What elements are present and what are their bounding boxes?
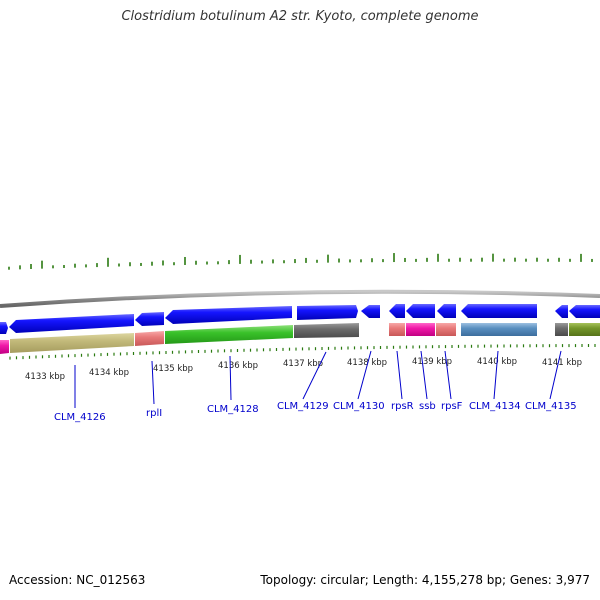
gene-label-clm-4135[interactable]: CLM_4135 xyxy=(525,401,577,412)
kbp-scale: 4133 kbp 4134 kbp 4135 kbp 4136 kbp 4137… xyxy=(25,357,582,382)
kbp-label: 4134 kbp xyxy=(89,368,129,378)
leader-line xyxy=(302,351,327,400)
leader-line xyxy=(444,350,452,400)
gene-label-leaders xyxy=(74,350,562,408)
kbp-label: 4138 kbp xyxy=(347,358,387,368)
gene-arrow[interactable] xyxy=(389,304,405,318)
gene-block[interactable] xyxy=(10,333,134,353)
leader-line xyxy=(493,350,499,400)
leader-line xyxy=(151,360,155,405)
accession-label: Accession: NC_012563 xyxy=(9,573,146,587)
gc-content-track xyxy=(8,253,593,270)
gene-block[interactable] xyxy=(389,323,405,336)
kbp-label: 4139 kbp xyxy=(412,357,452,367)
gene-block[interactable] xyxy=(461,323,537,336)
gene-arrow[interactable] xyxy=(165,306,292,324)
gene-arrow[interactable] xyxy=(569,305,600,318)
gene-block[interactable] xyxy=(569,323,600,336)
kbp-label: 4136 kbp xyxy=(218,361,258,371)
genome-backbone xyxy=(0,289,600,308)
gene-arrow[interactable] xyxy=(135,312,164,326)
scale-ticks xyxy=(9,344,596,360)
gene-label-ssb[interactable]: ssb xyxy=(419,401,436,412)
gene-label-rpli[interactable]: rplI xyxy=(146,408,162,419)
genome-title: Clostridium botulinum A2 str. Kyoto, com… xyxy=(121,9,479,24)
gene-arrow[interactable] xyxy=(9,314,134,333)
gene-label-rpsf[interactable]: rpsF xyxy=(441,401,463,412)
gene-label-clm-4126[interactable]: CLM_4126 xyxy=(54,412,106,423)
leader-line xyxy=(396,350,403,400)
leader-line xyxy=(229,355,232,401)
gene-block[interactable] xyxy=(165,325,293,344)
kbp-label: 4137 kbp xyxy=(283,359,323,369)
gene-labels: CLM_4126 rplI CLM_4128 CLM_4129 CLM_4130… xyxy=(54,401,577,423)
gene-arrow[interactable] xyxy=(361,305,380,318)
gene-arrow[interactable] xyxy=(437,304,456,318)
gene-label-rpsr[interactable]: rpsR xyxy=(391,401,414,412)
leader-line xyxy=(420,350,428,400)
cog-category-track xyxy=(0,323,600,354)
leader-line xyxy=(357,350,372,400)
gene-block[interactable] xyxy=(294,323,359,338)
gene-block[interactable] xyxy=(135,331,164,346)
gene-label-clm-4129[interactable]: CLM_4129 xyxy=(277,401,329,412)
gene-label-clm-4134[interactable]: CLM_4134 xyxy=(469,401,521,412)
gene-arrow[interactable] xyxy=(555,305,568,318)
gene-block[interactable] xyxy=(406,323,435,336)
gene-arrow[interactable] xyxy=(297,305,358,320)
gene-arrow[interactable] xyxy=(0,322,8,334)
gene-block[interactable] xyxy=(0,340,9,354)
kbp-label: 4133 kbp xyxy=(25,372,65,382)
gene-block[interactable] xyxy=(436,323,456,336)
forward-strand-track xyxy=(0,304,600,334)
gene-arrow[interactable] xyxy=(406,304,435,318)
gene-label-clm-4130[interactable]: CLM_4130 xyxy=(333,401,385,412)
genome-summary: Topology: circular; Length: 4,155,278 bp… xyxy=(260,573,590,587)
gene-arrow[interactable] xyxy=(461,304,537,318)
gene-label-clm-4128[interactable]: CLM_4128 xyxy=(207,404,259,415)
gene-block[interactable] xyxy=(555,323,568,336)
leader-line xyxy=(549,350,562,400)
kbp-label: 4135 kbp xyxy=(153,364,193,374)
kbp-label: 4141 kbp xyxy=(542,358,582,368)
